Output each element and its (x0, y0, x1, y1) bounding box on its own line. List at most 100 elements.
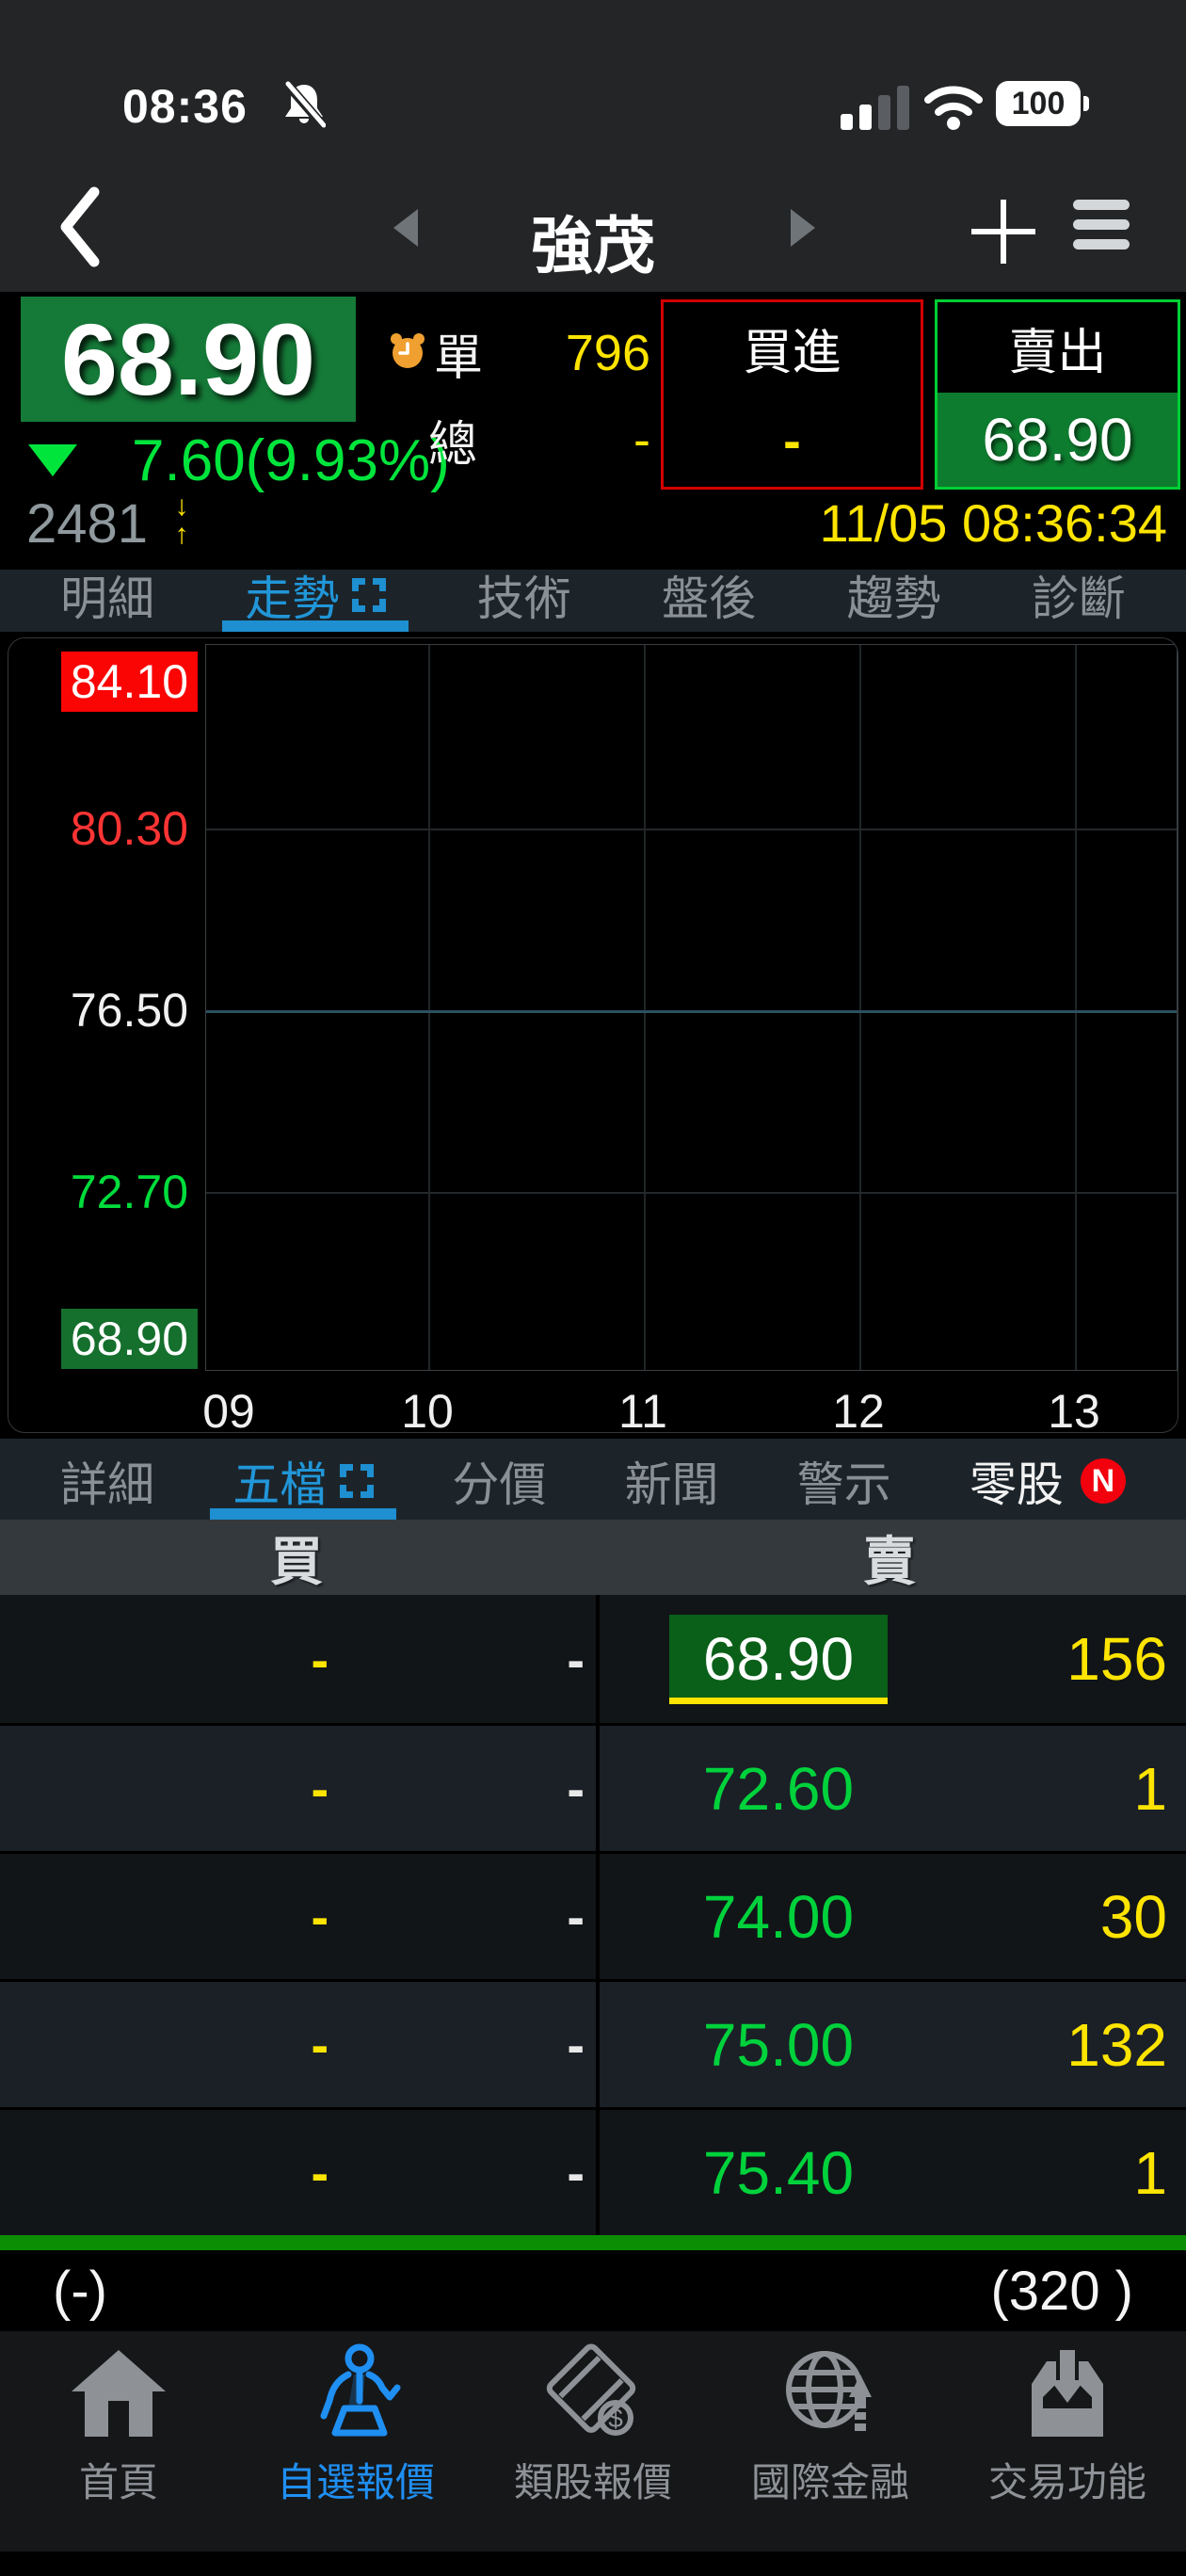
code-row: 2481 ↓ ↑ 11/05 08:36:34 (26, 491, 1167, 555)
ask-price: 72.60 (702, 1754, 855, 1823)
home-indicator-area (0, 2552, 1186, 2576)
ask-price: 75.00 (702, 2010, 855, 2079)
menu-icon[interactable] (1073, 200, 1130, 250)
bid-price: - (567, 1759, 585, 1818)
quote-panel: 68.90 7.60(9.93%) 單 796 總 - 買進 - (0, 292, 1186, 570)
back-button[interactable] (56, 186, 104, 272)
single-value: 796 (565, 325, 650, 381)
nav-item-trade-functions[interactable]: 交易功能 (959, 2343, 1176, 2576)
x-tick: 12 (832, 1385, 885, 1433)
tab-tendency[interactable]: 趨勢 (846, 572, 941, 625)
ask-price-highlight: 68.90 (668, 1614, 889, 1704)
new-badge: N (1080, 1458, 1126, 1504)
nav-bar: 強茂 (0, 179, 1186, 282)
svg-text:$: $ (608, 2404, 623, 2433)
ask-price: 68.90 (600, 1595, 957, 1723)
bottom-nav: 首頁 自選報價 (0, 2331, 1186, 2576)
last-price: 68.90 (21, 297, 356, 422)
buy-total: (-) (53, 2260, 107, 2322)
ask-price: 75.40 (702, 2138, 855, 2207)
intraday-chart[interactable]: 84.10 80.30 76.50 72.70 68.90 09 10 11 1… (8, 637, 1178, 1433)
bid-volume: - (311, 2143, 329, 2202)
ask-price: 74.00 (702, 1882, 855, 1951)
nav-item-watchlist-quotes[interactable]: 自選報價 (248, 2343, 464, 2576)
tab-five-levels[interactable]: 五檔 (210, 1454, 397, 1520)
y-tick-limit-up: 84.10 (60, 652, 198, 712)
globe-arrow-icon (781, 2343, 879, 2445)
orderbook-header: 買 賣 (0, 1520, 1186, 1595)
orderbook-totals: (-) (320 ) (0, 2250, 1186, 2331)
single-label: 單 (434, 330, 484, 386)
orderbook-row[interactable]: - - 68.90 156 (0, 1595, 1186, 1723)
nav-item-international-finance[interactable]: 國際金融 (722, 2343, 938, 2576)
tab-news[interactable]: 新聞 (624, 1458, 719, 1511)
inbox-tray-icon (1018, 2343, 1116, 2445)
tab-diagnosis[interactable]: 診斷 (1031, 572, 1126, 625)
bid-price: - (567, 1629, 585, 1689)
x-tick: 13 (1048, 1385, 1100, 1433)
y-tick-prev-close: 76.50 (70, 984, 188, 1037)
ask-volume: 1 (1133, 1754, 1167, 1823)
main-tab-bar: 明細 走勢 技術 盤後 趨勢 診斷 (0, 570, 1186, 632)
sell-button[interactable]: 賣出 68.90 (935, 299, 1180, 490)
bid-volume: - (311, 1887, 329, 1946)
tab-odd-lot[interactable]: 零股 N (947, 1454, 1148, 1520)
total-value: - (633, 411, 650, 468)
page-title: 強茂 (531, 211, 655, 281)
orderbook-row[interactable]: - - 75.40 1 (0, 2107, 1186, 2235)
total-label: 總 (428, 417, 478, 473)
tab-details[interactable]: 詳細 (60, 1458, 154, 1511)
top-bar: 08:36 100 (0, 0, 1186, 292)
tab-trend[interactable]: 走勢 (222, 570, 409, 632)
chart-plot-area[interactable] (205, 644, 1178, 1371)
bid-volume: - (311, 2015, 329, 2074)
cellular-signal-icon (841, 85, 909, 130)
buy-button[interactable]: 買進 - (661, 299, 923, 490)
next-stock-icon[interactable] (791, 209, 815, 247)
x-tick: 11 (618, 1385, 667, 1433)
buy-sell-ratio-bar (0, 2235, 1186, 2250)
change-value: 7.60(9.93%) (132, 427, 450, 493)
status-bar: 08:36 100 (0, 79, 1186, 136)
home-icon (70, 2343, 168, 2445)
x-tick: 09 (202, 1385, 255, 1433)
prev-stock-icon[interactable] (393, 209, 418, 247)
bid-volume: - (311, 1629, 329, 1689)
sub-tab-bar: 詳細 五檔 分價 新聞 警示 零股 N (0, 1439, 1186, 1520)
single-volume-row: 單 796 (389, 325, 650, 386)
price-change: 7.60(9.93%) (28, 428, 450, 493)
y-tick: 72.70 (70, 1166, 188, 1218)
tab-afterhours[interactable]: 盤後 (662, 572, 757, 625)
y-tick: 80.30 (70, 802, 188, 855)
orderbook-row[interactable]: - - 72.60 1 (0, 1723, 1186, 1851)
wifi-icon (921, 81, 986, 135)
down-triangle-icon (28, 444, 77, 476)
best-bid-value: - (783, 410, 801, 470)
y-tick-limit-down: 68.90 (60, 1309, 198, 1369)
sell-button-label: 賣出 (1008, 325, 1107, 380)
ask-volume: 132 (1066, 2010, 1167, 2079)
add-icon[interactable] (968, 196, 1039, 272)
alarm-clock-icon[interactable] (389, 331, 426, 376)
orderbook-row[interactable]: - - 75.00 132 (0, 1979, 1186, 2107)
nav-item-sector-quotes[interactable]: $ 類股報價 (485, 2343, 701, 2576)
ask-volume: 156 (1066, 1625, 1167, 1693)
expand-icon[interactable] (350, 576, 389, 614)
filmstrip-icon: $ (544, 2343, 642, 2445)
ask-volume: 30 (1099, 1882, 1167, 1951)
expand-icon[interactable] (338, 1462, 377, 1500)
buy-button-label: 買進 (743, 325, 841, 380)
nav-item-home[interactable]: 首頁 (10, 2343, 227, 2576)
tab-alerts[interactable]: 警示 (796, 1458, 891, 1511)
buy-column-header: 買 (270, 1531, 323, 1591)
tab-detail-trades[interactable]: 明細 (60, 572, 154, 625)
tab-price-volume[interactable]: 分價 (452, 1458, 547, 1511)
quote-timestamp: 11/05 08:36:34 (819, 493, 1167, 553)
orderbook-row[interactable]: - - 74.00 30 (0, 1851, 1186, 1979)
presenter-icon (307, 2343, 405, 2445)
total-volume-row: 總 - (389, 411, 650, 473)
tab-technical[interactable]: 技術 (476, 572, 571, 625)
bid-price: - (567, 2143, 585, 2202)
sort-arrows-icon[interactable]: ↓ ↑ (174, 491, 189, 550)
